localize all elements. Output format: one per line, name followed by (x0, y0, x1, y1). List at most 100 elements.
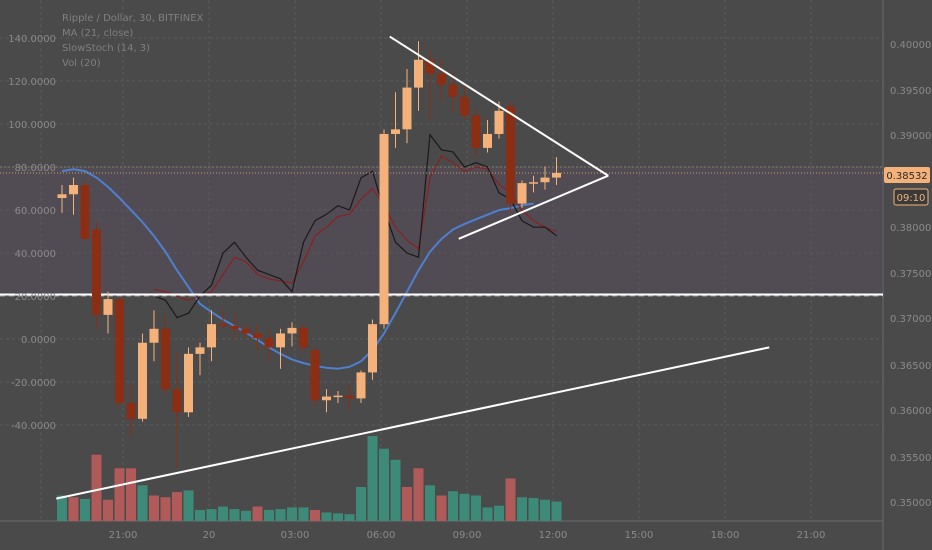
stoch-k-line (153, 133, 557, 319)
ma-line (61, 168, 534, 370)
moving-average (61, 168, 534, 370)
volume-bar (68, 497, 79, 521)
candle-body (494, 110, 504, 134)
right-axis-label: 0.35500 (890, 453, 931, 464)
time-axis: 21:00 20 03:00 06:00 09:00 12:00 15:00 18:00 21:… (109, 530, 826, 541)
volume-bar (103, 499, 113, 521)
candle-body (161, 328, 170, 390)
candle-body (115, 299, 124, 404)
candle-body (276, 333, 285, 348)
candle-body (368, 324, 377, 373)
candle-body (517, 183, 527, 204)
x-axis-label: 12:00 (539, 530, 568, 541)
trendline (458, 174, 609, 240)
candlesticks (57, 41, 561, 468)
left-axis: 140.0000 120.0000 100.0000 80.0000 60.0000 40… (8, 34, 56, 432)
candle-body (218, 324, 228, 327)
candle-body (80, 185, 90, 239)
axes: 140.0000 120.0000 100.0000 80.0000 60.0000 40… (8, 34, 931, 541)
left-axis-label: 40.0000 (15, 249, 56, 260)
volume-bar (528, 498, 539, 521)
ma-legend: MA (21, close) (62, 28, 133, 39)
right-axis-label: 0.35000 (890, 498, 931, 509)
candle-body (184, 353, 193, 413)
price-tag-text: 0.38532 (886, 171, 927, 182)
volume-bar (551, 501, 562, 521)
countdown-tag-text: 09:10 (897, 193, 926, 204)
candle-body (69, 185, 78, 195)
candle-body (92, 229, 101, 315)
volume-bar (126, 468, 136, 521)
volume-bar (379, 448, 389, 521)
horizontal-lines (0, 172, 883, 297)
x-axis-label: 20 (203, 530, 216, 541)
candle-body (253, 333, 262, 339)
right-axis-label: 0.37500 (890, 269, 931, 280)
trendline (389, 35, 609, 177)
right-axis: 0.40000 0.39500 0.39000 0.38000 0.37500 0.370… (890, 40, 931, 509)
volume-bar (218, 506, 228, 521)
trendlines (56, 35, 770, 500)
volume-bar (321, 512, 332, 521)
candle-body (414, 59, 423, 88)
volume-bar (436, 495, 447, 521)
last-price-tag: 0.38532 09:10 (884, 167, 930, 206)
volume-bar (229, 509, 240, 521)
volume-bar (402, 487, 412, 521)
left-axis-label: 20.0000 (15, 292, 56, 303)
candle-body (391, 129, 400, 134)
volume-bar (505, 478, 516, 521)
left-axis-label: -20.0000 (11, 378, 56, 389)
left-axis-label: 120.0000 (8, 77, 56, 88)
candle-body (345, 395, 354, 399)
candle-body (402, 87, 412, 130)
candle-body (241, 328, 251, 334)
candle-body (103, 299, 113, 315)
right-axis-label: 0.40000 (890, 40, 931, 51)
volume-bar (172, 492, 182, 521)
volume-bar (183, 490, 194, 521)
candle-body (287, 327, 297, 334)
x-axis-label: 18:00 (711, 530, 740, 541)
left-axis-label: -40.0000 (11, 421, 56, 432)
volume-bar (137, 485, 148, 521)
candle-body (322, 396, 331, 401)
candle-body (172, 389, 182, 413)
stochastic-band (0, 166, 883, 296)
candle-body (207, 324, 216, 348)
chart-legend: Ripple / Dollar, 30, BITFINEX MA (21, cl… (62, 13, 204, 69)
candle-body (264, 338, 274, 348)
countdown-tag-bg (893, 188, 929, 206)
x-axis-label: 06:00 (367, 530, 396, 541)
left-axis-label: 0.0000 (21, 335, 56, 346)
candle-body (540, 177, 550, 183)
candle-body (195, 347, 205, 354)
candle-body (299, 327, 308, 348)
volume-bar (425, 485, 435, 521)
candle-body (425, 59, 435, 74)
left-axis-label: 100.0000 (8, 120, 56, 131)
x-axis-label: 15:00 (625, 530, 654, 541)
volume-bar (344, 514, 355, 521)
stoch-band-fill (0, 167, 883, 296)
candle-body (149, 328, 159, 343)
candle-body (437, 73, 446, 85)
trendline (56, 346, 770, 500)
candle-body (356, 372, 366, 399)
candle-body (552, 172, 561, 178)
volume-bar (540, 499, 550, 521)
volume-bar (91, 454, 102, 521)
volume-bar (57, 495, 67, 521)
volume-bar (390, 459, 401, 521)
candle-body (126, 403, 136, 419)
left-axis-label: 60.0000 (15, 206, 56, 217)
volume-bar (482, 507, 493, 521)
volume-bar (114, 468, 125, 521)
volume-bars (57, 436, 562, 521)
candle-body (529, 182, 538, 184)
volume-bar (333, 513, 343, 521)
candle-body (333, 395, 343, 398)
volume-bar (195, 509, 205, 521)
